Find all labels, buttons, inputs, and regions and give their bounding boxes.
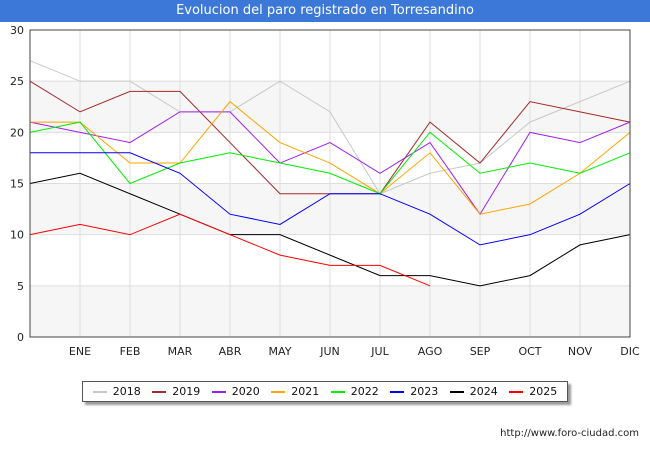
- x-tick-label: MAY: [269, 345, 292, 358]
- y-tick-label: 20: [10, 126, 24, 139]
- legend-label: 2023: [410, 385, 439, 398]
- x-tick-label: OCT: [518, 345, 541, 358]
- x-tick-label: DIC: [620, 345, 640, 358]
- legend-item-2024: 2024: [449, 385, 498, 398]
- series-line-2018: [29, 60, 631, 195]
- legend-item-2021: 2021: [271, 385, 319, 398]
- y-tick-labels: 0 5 10 15 20 25 30: [10, 24, 24, 344]
- x-tick-label: SEP: [470, 345, 491, 358]
- legend-swatch: [449, 390, 464, 393]
- plot-frame: [29, 29, 631, 338]
- x-tick-label: NOV: [568, 345, 593, 358]
- x-tick-label: AGO: [418, 345, 443, 358]
- legend-label: 2021: [291, 385, 320, 398]
- axes: [29, 29, 631, 338]
- legend-item-2025: 2025: [509, 385, 557, 398]
- y-tick-label: 5: [17, 280, 24, 293]
- legend-swatch: [211, 390, 226, 393]
- legend-item-2020: 2020: [211, 385, 260, 398]
- series-line-2022: [29, 121, 631, 195]
- x-tick-label: JUL: [370, 345, 389, 358]
- legend-swatch: [509, 390, 524, 393]
- x-tick-label: FEB: [120, 345, 141, 358]
- x-tick-labels: ENE FEB MAR ABR MAY JUN JUL AGO SEP OCT NOV DIC: [69, 345, 640, 358]
- legend: 2018 2019 2020 2021 2022 2023 2024 2025: [82, 381, 568, 402]
- legend-swatch: [271, 390, 286, 393]
- legend-label: 2020: [231, 385, 260, 398]
- series-line-2020: [29, 111, 631, 216]
- legend-item-2022: 2022: [330, 385, 379, 398]
- x-tick-label: ENE: [69, 345, 91, 358]
- legend-item-2023: 2023: [390, 385, 438, 398]
- legend-item-2018: 2018: [92, 385, 141, 398]
- y-tick-label: 30: [10, 24, 24, 37]
- y-tick-label: 15: [10, 178, 24, 191]
- series-line-2023: [30, 152, 631, 246]
- x-tick-label: MAR: [168, 345, 193, 358]
- source-link[interactable]: http://www.foro-ciudad.com: [500, 428, 639, 439]
- series-lines: [29, 60, 631, 287]
- legend-label: 2022: [350, 385, 379, 398]
- legend-swatch: [152, 390, 167, 393]
- series-line-2025: [29, 213, 431, 287]
- legend-swatch: [92, 390, 107, 393]
- legend-label: 2025: [529, 385, 558, 398]
- y-tick-label: 10: [10, 229, 24, 242]
- x-tick-label: JUN: [319, 345, 340, 358]
- legend-label: 2019: [172, 385, 201, 398]
- legend-swatch: [390, 390, 405, 393]
- chart-title: Evolucion del paro registrado en Torresa…: [0, 0, 650, 22]
- series-line-2024: [29, 172, 631, 287]
- legend-swatch: [330, 390, 345, 393]
- legend-label: 2018: [112, 385, 141, 398]
- x-tick-label: ABR: [219, 345, 242, 358]
- series-line-2021: [30, 100, 631, 215]
- legend-label: 2024: [469, 385, 498, 398]
- y-tick-label: 25: [10, 75, 24, 88]
- y-tick-label: 0: [17, 331, 24, 344]
- legend-item-2019: 2019: [152, 385, 200, 398]
